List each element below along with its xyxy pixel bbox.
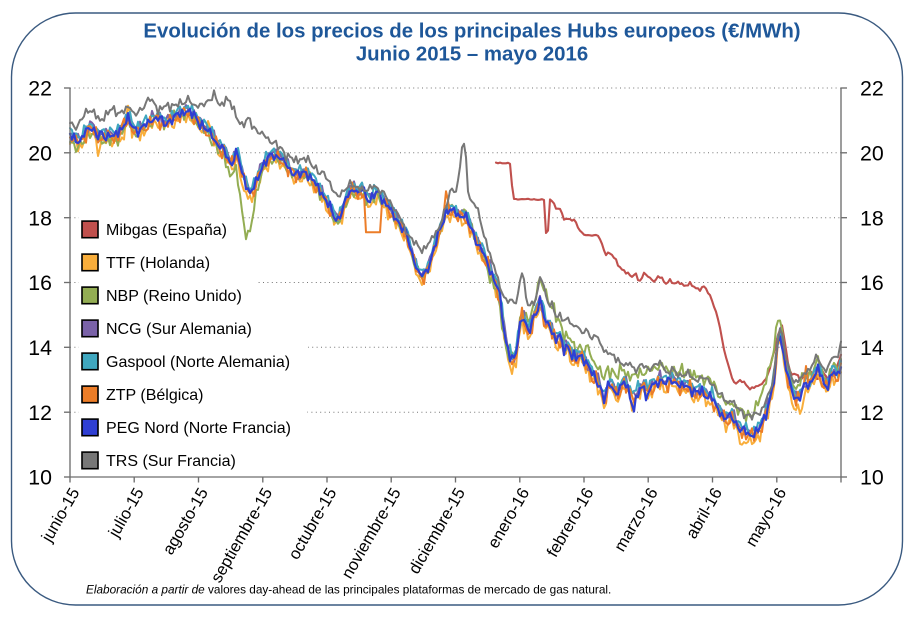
svg-text:10: 10 (28, 466, 52, 490)
svg-text:14: 14 (28, 336, 52, 360)
svg-text:Elaboración a partir de valore: Elaboración a partir de valores day-ahea… (86, 583, 611, 597)
svg-text:NBP (Reino Unido): NBP (Reino Unido) (106, 288, 242, 305)
svg-text:12: 12 (860, 401, 884, 425)
svg-text:Gaspool (Norte Alemania): Gaspool (Norte Alemania) (106, 354, 290, 371)
svg-text:PEG Nord (Norte Francia): PEG Nord (Norte Francia) (106, 420, 291, 437)
svg-text:20: 20 (860, 141, 884, 165)
svg-text:16: 16 (28, 271, 52, 295)
svg-text:18: 18 (28, 206, 52, 230)
svg-text:16: 16 (860, 271, 884, 295)
svg-text:20: 20 (28, 141, 52, 165)
svg-text:TTF (Holanda): TTF (Holanda) (106, 255, 210, 272)
svg-text:ZTP (Bélgica): ZTP (Bélgica) (106, 387, 204, 404)
svg-text:Evolución de los precios de lo: Evolución de los precios de los principa… (143, 21, 800, 43)
svg-text:14: 14 (860, 336, 884, 360)
svg-text:Mibgas (España): Mibgas (España) (106, 222, 227, 239)
svg-text:18: 18 (860, 206, 884, 230)
svg-text:TRS (Sur Francia): TRS (Sur Francia) (106, 453, 236, 470)
svg-text:12: 12 (28, 401, 52, 425)
svg-text:Junio 2015 – mayo 2016: Junio 2015 – mayo 2016 (356, 44, 588, 66)
svg-text:10: 10 (860, 466, 884, 490)
svg-text:22: 22 (860, 77, 884, 101)
svg-text:NCG (Sur Alemania): NCG (Sur Alemania) (106, 321, 252, 338)
svg-text:22: 22 (28, 77, 52, 101)
